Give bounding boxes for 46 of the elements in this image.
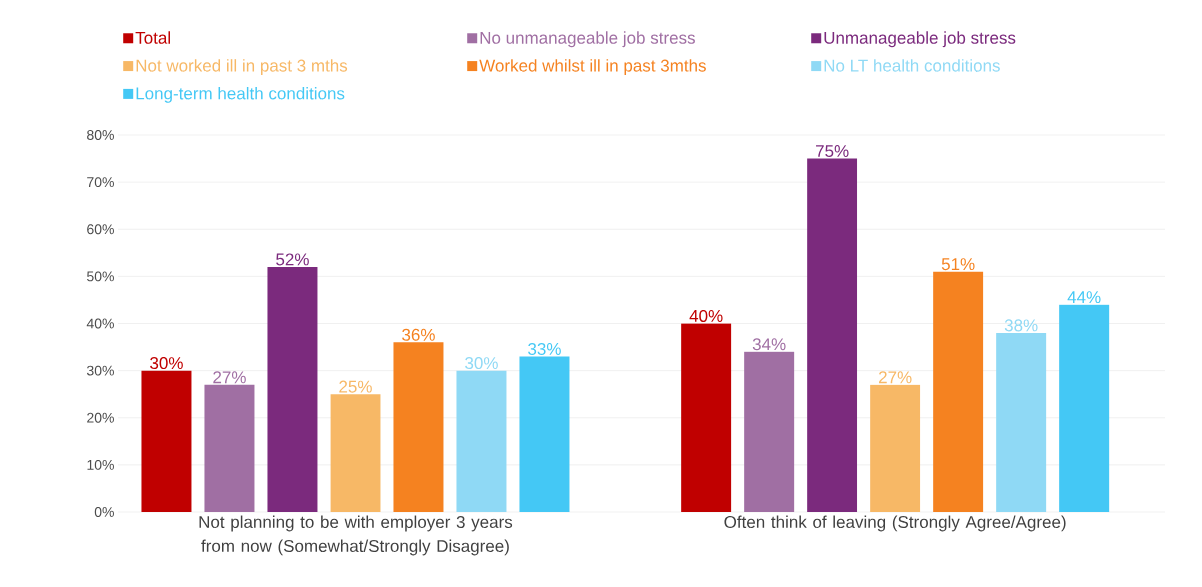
x-tick-label: Not planning to be with employer 3 years from now (Somewhat/Strongly Disagree) — [199, 515, 513, 556]
data-label: 34% — [752, 338, 786, 351]
legend-label: No LT health conditions — [824, 59, 1000, 72]
data-label: 25% — [339, 380, 372, 393]
legend-label: Total — [135, 31, 170, 44]
data-label: 36% — [402, 328, 435, 341]
y-tick-label: 20% — [87, 412, 114, 423]
y-tick-label: 10% — [87, 459, 114, 470]
bar — [744, 351, 795, 512]
bar — [267, 266, 318, 512]
y-tick-label: 60% — [87, 224, 114, 235]
y-tick-label: 40% — [86, 318, 114, 329]
bar — [933, 271, 984, 512]
bar — [393, 342, 444, 512]
data-label: 52% — [276, 253, 309, 266]
data-label: 30% — [150, 357, 183, 370]
data-label: 33% — [528, 342, 561, 355]
bar — [870, 384, 921, 512]
y-tick-label: 0% — [94, 507, 114, 517]
x-tick-label: Often think of leaving (Strongly Agree/Agree) — [724, 515, 1066, 532]
y-tick-label: 30% — [86, 365, 114, 376]
bar — [141, 370, 192, 512]
data-label: 38% — [1004, 319, 1038, 332]
legend-label: Unmanageable job stress — [824, 31, 1016, 48]
bar — [456, 370, 507, 512]
bar — [519, 356, 570, 512]
data-label: 51% — [941, 258, 975, 271]
bar — [204, 384, 255, 512]
data-label: 27% — [213, 371, 246, 384]
bar — [681, 323, 732, 512]
legend-label: Long-term health conditions — [136, 87, 345, 103]
y-tick-label: 70% — [87, 177, 114, 188]
bar — [1059, 304, 1110, 512]
bar — [996, 332, 1047, 512]
data-label: 40% — [689, 309, 723, 322]
y-tick-label: 80% — [87, 130, 114, 140]
bar — [807, 158, 858, 512]
legend-label: Not worked ill in past 3 mths — [136, 59, 348, 76]
data-label: 44% — [1067, 291, 1101, 304]
data-label: 75% — [816, 145, 849, 158]
data-label: 27% — [879, 371, 912, 384]
y-tick-label: 50% — [87, 271, 114, 282]
bar — [330, 394, 381, 512]
legend-label: Worked whilst ill in past 3mths — [479, 59, 706, 76]
legend-label: No unmanageable job stress — [480, 31, 695, 48]
data-label: 30% — [465, 357, 498, 370]
